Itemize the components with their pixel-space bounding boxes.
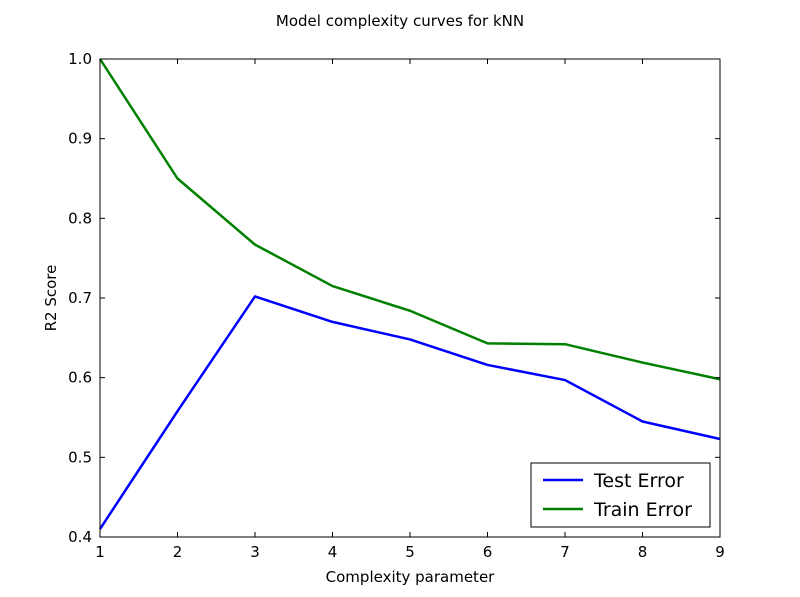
y-tick-label-0.6: 0.6 bbox=[68, 369, 92, 387]
y-axis-label: R2 Score bbox=[42, 265, 60, 332]
y-tick-label-1.0: 1.0 bbox=[68, 50, 92, 68]
y-tick-label-0.5: 0.5 bbox=[68, 448, 92, 466]
legend-label-train-error: Train Error bbox=[593, 499, 692, 521]
chart-title: Model complexity curves for kNN bbox=[276, 12, 524, 30]
x-tick-label-2: 2 bbox=[173, 543, 183, 561]
x-tick-label-3: 3 bbox=[250, 543, 260, 561]
x-tick-label-9: 9 bbox=[715, 543, 725, 561]
x-tick-label-8: 8 bbox=[638, 543, 648, 561]
y-tick-label-0.8: 0.8 bbox=[68, 209, 92, 227]
x-tick-label-7: 7 bbox=[560, 543, 570, 561]
x-tick-label-1: 1 bbox=[95, 543, 105, 561]
x-tick-label-6: 6 bbox=[483, 543, 493, 561]
x-tick-label-4: 4 bbox=[328, 543, 338, 561]
series-layer bbox=[98, 58, 721, 530]
series-line-train-error bbox=[98, 58, 721, 381]
y-tick-label-0.4: 0.4 bbox=[68, 528, 92, 546]
x-tick-label-5: 5 bbox=[405, 543, 415, 561]
legend: Test Error Train Error bbox=[530, 462, 711, 528]
ticks-layer: 1 2 3 4 5 6 7 8 9 0.4 0.5 0.6 0.7 0.8 0.9 1.0 bbox=[68, 50, 725, 561]
y-tick-label-0.9: 0.9 bbox=[68, 130, 92, 148]
y-tick-label-0.7: 0.7 bbox=[68, 289, 92, 307]
x-axis-label: Complexity parameter bbox=[326, 568, 496, 586]
legend-label-test-error: Test Error bbox=[593, 470, 684, 492]
legend-box bbox=[530, 462, 711, 528]
series-line-test-error bbox=[98, 295, 721, 530]
